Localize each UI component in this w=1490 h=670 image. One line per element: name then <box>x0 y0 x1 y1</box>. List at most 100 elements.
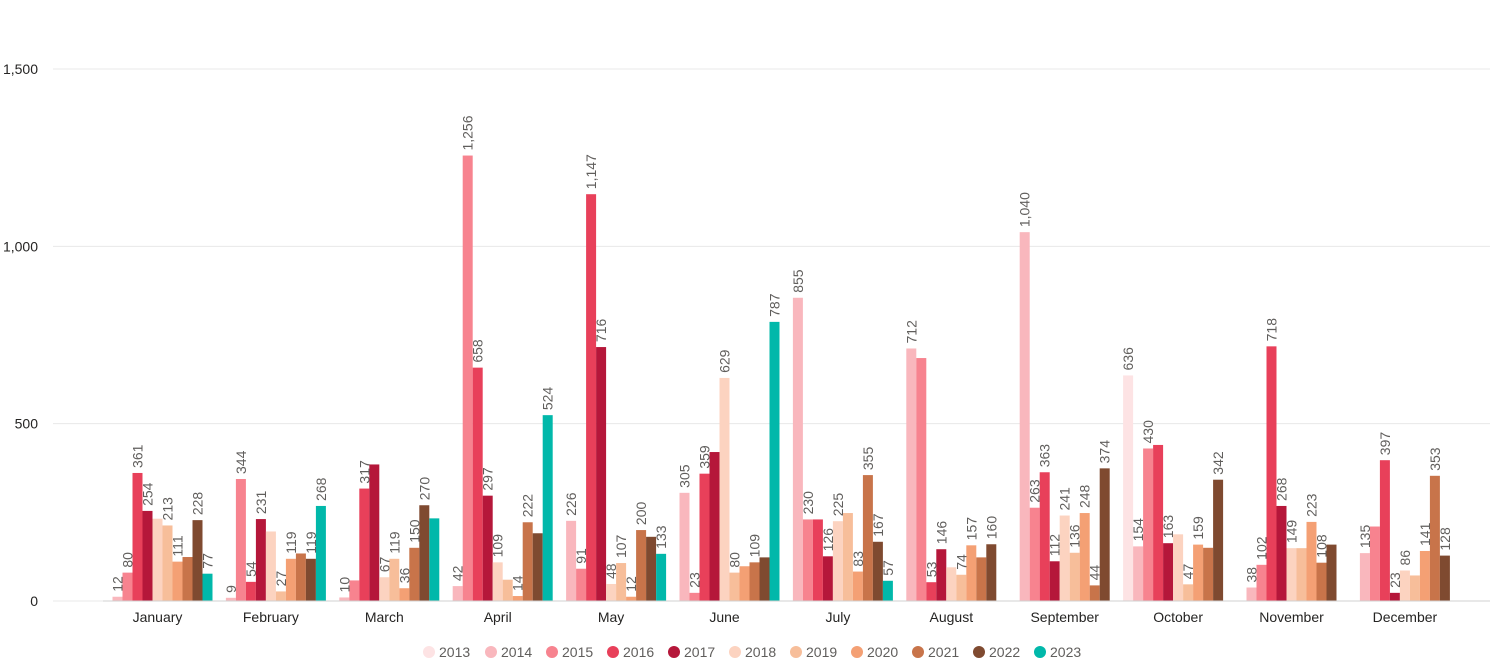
bar-2021-september[interactable] <box>1089 585 1100 601</box>
bar-2022-january[interactable] <box>192 520 203 601</box>
bar-2023-may[interactable] <box>656 553 667 601</box>
bar-2022-august[interactable] <box>986 544 997 601</box>
bar-2019-march[interactable] <box>389 558 400 601</box>
bar-2019-september[interactable] <box>1069 552 1080 601</box>
bar-2023-june[interactable] <box>769 321 780 601</box>
bar-2017-september[interactable] <box>1049 561 1060 601</box>
bar-2018-january[interactable] <box>152 518 163 601</box>
bar-2021-december[interactable] <box>1429 475 1440 601</box>
legend[interactable]: 2013 2014 2015 2016 2017 2018 2019 2020 2021 2022… <box>423 644 1081 660</box>
bar-2015-december[interactable] <box>1369 526 1380 601</box>
bar-2014-august[interactable] <box>906 348 917 601</box>
bar-2022-february[interactable] <box>305 558 316 601</box>
bar-2019-august[interactable] <box>956 574 967 601</box>
legend-item-2014[interactable]: 2014 <box>485 644 532 660</box>
bar-2014-september[interactable] <box>1019 232 1030 601</box>
bar-2023-february[interactable] <box>315 505 326 601</box>
bar-2020-july[interactable] <box>852 571 863 601</box>
bar-2018-november[interactable] <box>1286 548 1297 601</box>
bar-2020-november[interactable] <box>1306 521 1317 601</box>
bar-2017-january[interactable] <box>142 510 153 601</box>
legend-item-2022[interactable]: 2022 <box>973 644 1020 660</box>
bar-2015-february[interactable] <box>235 478 246 601</box>
bar-2019-february[interactable] <box>275 591 286 601</box>
bar-2019-october[interactable] <box>1183 584 1194 601</box>
bar-2023-january[interactable] <box>202 573 213 601</box>
bar-2019-may[interactable] <box>616 563 627 601</box>
bar-2021-january[interactable] <box>182 557 193 601</box>
bar-2020-march[interactable] <box>399 588 410 601</box>
bar-2014-march[interactable] <box>339 597 350 601</box>
bar-2022-march[interactable] <box>419 505 430 601</box>
bar-2015-october[interactable] <box>1143 448 1154 601</box>
bar-2015-may[interactable] <box>576 568 587 601</box>
bar-2016-july[interactable] <box>812 519 823 601</box>
bar-2017-july[interactable] <box>822 556 833 601</box>
bar-2017-december[interactable] <box>1389 592 1400 601</box>
bar-2021-june[interactable] <box>749 562 760 601</box>
bar-2021-july[interactable] <box>862 475 873 601</box>
bar-2022-may[interactable] <box>646 536 657 601</box>
bar-2014-july[interactable] <box>792 297 803 601</box>
bar-2013-october[interactable] <box>1123 375 1134 601</box>
bar-2015-august[interactable] <box>916 358 927 601</box>
bar-2016-december[interactable] <box>1379 460 1390 601</box>
legend-item-2020[interactable]: 2020 <box>851 644 898 660</box>
bar-2014-june[interactable] <box>679 492 690 601</box>
bar-2018-october[interactable] <box>1173 534 1184 601</box>
bar-2016-april[interactable] <box>472 367 483 601</box>
legend-item-2023[interactable]: 2023 <box>1034 644 1081 660</box>
bar-2014-november[interactable] <box>1246 587 1257 601</box>
bar-2018-june[interactable] <box>719 377 730 601</box>
bar-2014-february[interactable] <box>225 597 236 601</box>
bar-2017-may[interactable] <box>596 347 607 601</box>
bar-2019-december[interactable] <box>1409 575 1420 601</box>
bar-2015-november[interactable] <box>1256 564 1267 601</box>
bar-2017-february[interactable] <box>255 519 266 601</box>
bar-2015-april[interactable] <box>462 155 473 601</box>
bar-2019-july[interactable] <box>842 513 853 601</box>
bar-2020-april[interactable] <box>512 596 523 601</box>
bar-2016-november[interactable] <box>1266 346 1277 601</box>
bar-2016-august[interactable] <box>926 582 937 601</box>
bar-2020-june[interactable] <box>739 566 750 601</box>
bar-2020-january[interactable] <box>172 561 183 601</box>
bar-2021-april[interactable] <box>522 522 533 601</box>
bar-2021-august[interactable] <box>976 557 987 601</box>
bar-2018-february[interactable] <box>265 531 276 601</box>
legend-item-2021[interactable]: 2021 <box>912 644 959 660</box>
bar-2021-november[interactable] <box>1316 562 1327 601</box>
bar-2021-october[interactable] <box>1203 547 1214 601</box>
bar-2018-september[interactable] <box>1059 515 1070 601</box>
bar-2022-november[interactable] <box>1326 544 1337 601</box>
bar-2014-april[interactable] <box>452 586 463 601</box>
bar-2017-june[interactable] <box>709 452 720 601</box>
bar-2022-october[interactable] <box>1213 479 1224 601</box>
bar-2019-january[interactable] <box>162 525 173 601</box>
legend-item-2016[interactable]: 2016 <box>607 644 654 660</box>
bar-2022-september[interactable] <box>1099 468 1110 601</box>
legend-item-2018[interactable]: 2018 <box>729 644 776 660</box>
bar-2014-december[interactable] <box>1359 553 1370 601</box>
bar-2016-march[interactable] <box>359 488 370 601</box>
bar-2020-may[interactable] <box>626 596 637 601</box>
bar-2020-october[interactable] <box>1193 544 1204 601</box>
bar-2020-september[interactable] <box>1079 513 1090 601</box>
bar-2017-august[interactable] <box>936 549 947 601</box>
bar-2021-may[interactable] <box>636 530 647 601</box>
bar-2018-july[interactable] <box>832 521 843 601</box>
bar-2018-august[interactable] <box>946 567 957 601</box>
bar-2015-september[interactable] <box>1029 507 1040 601</box>
bar-2017-march[interactable] <box>369 464 380 601</box>
bar-2022-december[interactable] <box>1439 555 1450 601</box>
bar-2016-june[interactable] <box>699 473 710 601</box>
bar-2016-may[interactable] <box>586 194 597 601</box>
bar-2020-december[interactable] <box>1419 550 1430 601</box>
bar-2023-july[interactable] <box>882 580 893 601</box>
bar-2016-october[interactable] <box>1153 444 1164 601</box>
bar-2014-january[interactable] <box>112 596 123 601</box>
bar-2023-march[interactable] <box>429 518 440 601</box>
bar-2017-october[interactable] <box>1163 543 1174 601</box>
bar-2018-may[interactable] <box>606 583 617 601</box>
legend-item-2019[interactable]: 2019 <box>790 644 837 660</box>
